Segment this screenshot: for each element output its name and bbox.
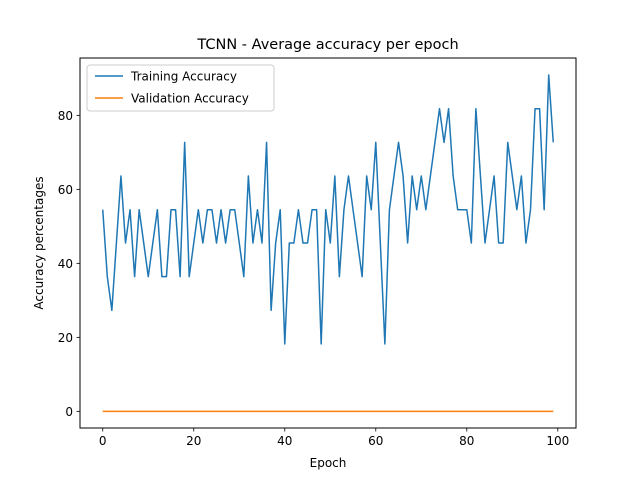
legend-box (86, 64, 275, 112)
x-tick-label: 20 (186, 434, 201, 448)
y-axis-ticks: 0 20 40 60 80 (58, 109, 80, 419)
y-tick-label: 0 (65, 405, 73, 419)
x-tick-label: 80 (459, 434, 474, 448)
x-tick-label: 0 (99, 434, 107, 448)
series-layer (102, 74, 554, 413)
y-axis-label: Accuracy percentages (32, 176, 46, 309)
x-tick-label: 40 (277, 434, 292, 448)
legend: Training Accuracy Validation Accuracy (86, 64, 275, 112)
y-tick-label: 80 (58, 109, 73, 123)
chart-title: TCNN - Average accuracy per epoch (196, 37, 458, 53)
y-tick-label: 40 (58, 257, 73, 271)
y-tick-label: 20 (58, 331, 73, 345)
legend-label: Validation Accuracy (131, 92, 249, 106)
x-tick-label: 100 (546, 434, 569, 448)
series-line-training-accuracy (102, 74, 554, 345)
x-axis-ticks: 0 20 40 60 80 100 (99, 428, 569, 448)
y-tick-label: 60 (58, 183, 73, 197)
plot-frame (79, 57, 577, 429)
x-axis-label: Epoch (310, 456, 347, 470)
x-tick-label: 60 (368, 434, 383, 448)
legend-label: Training Accuracy (130, 70, 237, 84)
